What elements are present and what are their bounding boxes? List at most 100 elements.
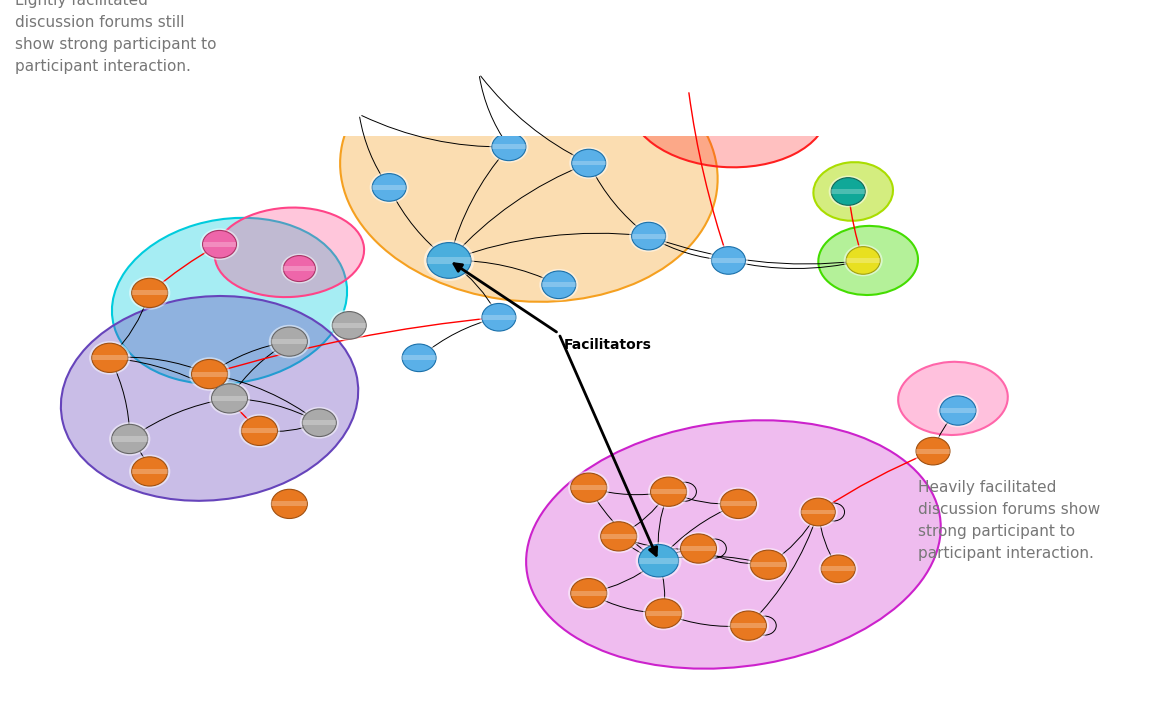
Text: Lightly facilitated
discussion forums still
show strong participant to
participa: Lightly facilitated discussion forums st… [15,0,217,74]
Circle shape [767,90,809,123]
Bar [427,257,471,264]
Circle shape [645,599,682,628]
Circle shape [938,394,978,427]
Circle shape [200,228,240,260]
Bar [402,356,437,360]
Circle shape [802,498,835,526]
Circle shape [300,407,339,439]
Circle shape [492,133,525,161]
Circle shape [209,382,250,415]
Circle shape [372,174,407,201]
Circle shape [424,240,475,281]
Bar [771,103,806,109]
Circle shape [268,325,310,359]
Bar [492,145,525,149]
Circle shape [832,178,865,205]
Bar [272,501,308,506]
Circle shape [631,222,666,250]
Bar [131,291,168,296]
Circle shape [461,59,497,88]
Circle shape [568,471,609,505]
Circle shape [539,269,578,301]
Circle shape [638,544,679,577]
Ellipse shape [899,362,1008,435]
Bar [940,408,976,413]
Circle shape [272,327,308,356]
Bar [916,449,950,453]
Bar [570,591,607,596]
Circle shape [651,477,687,506]
Bar [571,161,606,166]
Circle shape [712,247,745,274]
Bar [541,283,576,287]
Circle shape [720,489,757,518]
Circle shape [302,409,336,437]
Ellipse shape [112,218,347,384]
Circle shape [668,73,710,107]
Circle shape [940,396,976,425]
Bar [461,72,497,77]
Ellipse shape [818,226,918,295]
Bar [203,241,236,247]
Circle shape [238,414,280,448]
Circle shape [129,276,170,309]
Bar [482,315,516,320]
Bar [638,558,679,563]
Circle shape [819,553,858,585]
Bar [212,396,248,401]
Circle shape [482,304,516,331]
Circle shape [129,455,170,488]
Circle shape [541,271,576,299]
Bar [302,420,336,425]
Bar [341,112,377,117]
Circle shape [647,475,689,508]
Circle shape [708,244,748,276]
Circle shape [730,611,766,641]
Circle shape [629,221,668,252]
Circle shape [189,357,230,391]
Bar [802,510,835,515]
Circle shape [718,487,759,521]
Circle shape [570,578,607,608]
Circle shape [341,100,377,129]
Circle shape [203,231,236,258]
Circle shape [843,244,882,276]
Circle shape [131,278,168,307]
Ellipse shape [214,208,364,297]
Circle shape [750,550,787,579]
Circle shape [283,255,316,281]
Text: Heavily facilitated
discussion forums show
strong participant to
participant int: Heavily facilitated discussion forums sh… [918,479,1100,561]
Circle shape [92,343,128,372]
Bar [131,469,168,474]
Ellipse shape [629,46,828,167]
Circle shape [332,312,366,339]
Bar [750,562,787,568]
Circle shape [458,57,500,90]
Bar [191,372,227,377]
Circle shape [771,92,806,121]
Bar [651,489,687,495]
Bar [600,534,637,539]
Circle shape [131,457,168,486]
Circle shape [329,309,369,341]
Circle shape [670,75,706,105]
Circle shape [370,171,409,203]
Circle shape [568,576,609,610]
Bar [712,258,745,263]
Circle shape [728,609,770,643]
Circle shape [821,555,855,583]
Bar [670,87,706,93]
Bar [283,266,316,271]
Circle shape [569,147,608,179]
Bar [645,611,682,616]
Bar [832,189,865,194]
Circle shape [914,435,953,467]
Circle shape [681,534,717,563]
Circle shape [636,542,682,579]
Ellipse shape [813,162,893,221]
Bar [242,428,278,433]
Circle shape [748,548,789,581]
Circle shape [828,176,867,208]
Circle shape [212,384,248,413]
Ellipse shape [340,40,718,301]
